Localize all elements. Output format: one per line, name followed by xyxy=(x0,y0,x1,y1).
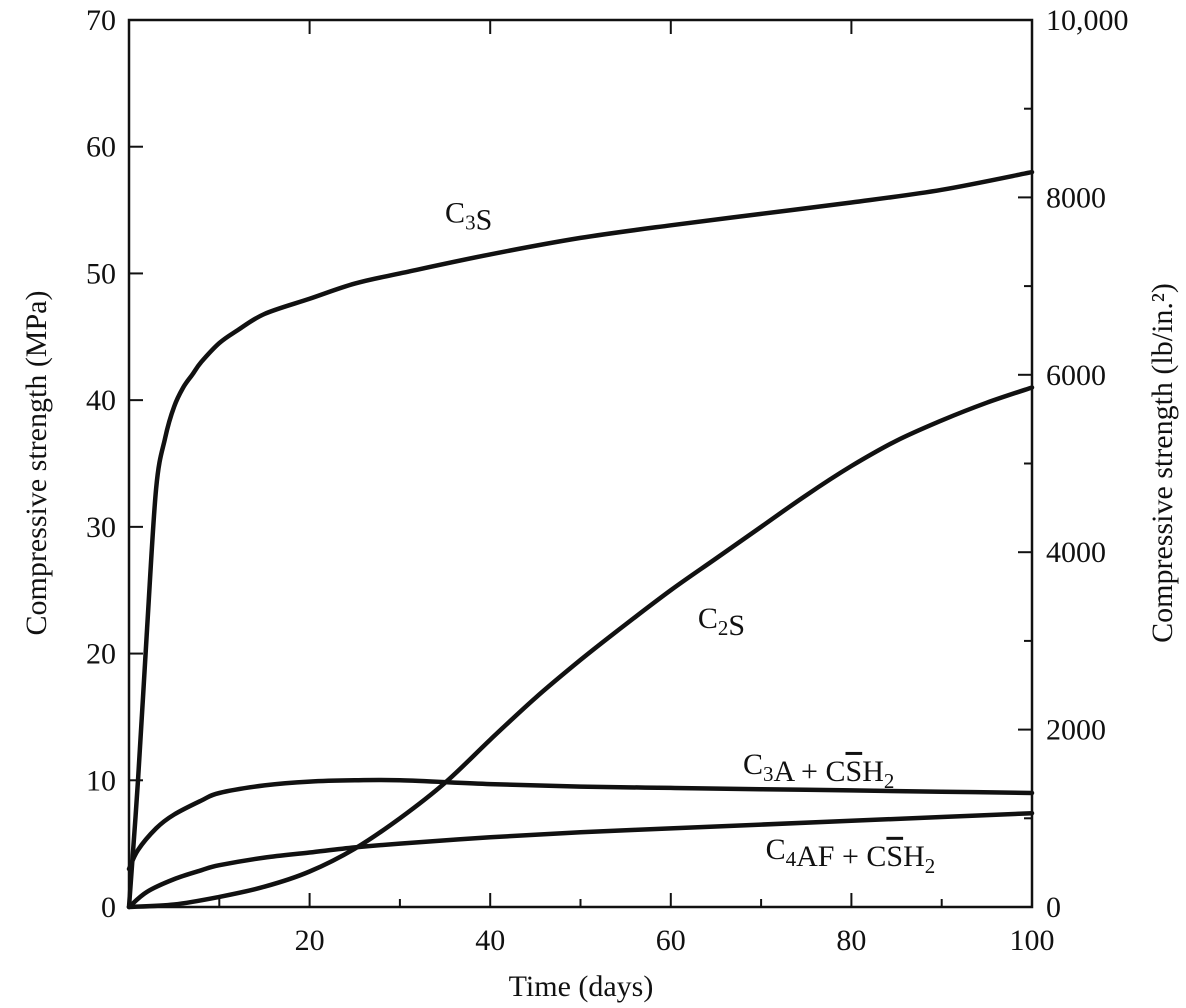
y-right-tick-label: 4000 xyxy=(1046,536,1106,569)
x-tick-label: 100 xyxy=(1010,924,1055,957)
y-left-tick-label: 50 xyxy=(86,257,116,290)
y-left-tick-label: 40 xyxy=(86,384,116,417)
x-tick-label: 60 xyxy=(656,924,686,957)
y-left-tick-label: 60 xyxy=(86,131,116,164)
series-label: C2S xyxy=(698,602,745,642)
series-line-0 xyxy=(126,169,1035,910)
y-left-tick-label: 70 xyxy=(86,4,116,37)
y-right-tick-label: 6000 xyxy=(1046,359,1106,392)
series-label: C3S xyxy=(445,197,492,237)
series-lines xyxy=(126,169,1035,910)
series-labels: C3S C2S C3A + CSH2 C4AF + CSH2 xyxy=(445,197,935,878)
axis-ticks xyxy=(128,19,1033,908)
y-right-tick-label: 2000 xyxy=(1046,714,1106,747)
y-axis-title-left: Compressive strength (MPa) xyxy=(20,291,53,636)
x-tick-label: 20 xyxy=(295,924,325,957)
tick-labels: 20 40 60 80 10001020304050607002000400060008… xyxy=(86,4,1129,957)
series-label: C3A + CSH2 xyxy=(743,748,894,793)
x-tick-label: 80 xyxy=(836,924,866,957)
y-right-tick-label: 10,000 xyxy=(1046,4,1129,37)
y-left-tick-label: 0 xyxy=(101,891,116,924)
series-line-2 xyxy=(126,777,1035,872)
y-right-tick-label: 0 xyxy=(1046,891,1061,924)
plot-frame xyxy=(127,18,1034,909)
x-axis-title: Time (days) xyxy=(509,970,654,1003)
series-label: C4AF + CSH2 xyxy=(766,833,936,878)
y-axis-title-right: Compressive strength (lb/in.²) xyxy=(1146,283,1179,643)
y-right-tick-label: 8000 xyxy=(1046,181,1106,214)
x-tick-label: 40 xyxy=(475,924,505,957)
y-left-tick-label: 10 xyxy=(86,764,116,797)
y-left-tick-label: 30 xyxy=(86,511,116,544)
series-line-3 xyxy=(126,810,1035,910)
series-line-1 xyxy=(126,385,1035,910)
y-left-tick-label: 20 xyxy=(86,638,116,671)
